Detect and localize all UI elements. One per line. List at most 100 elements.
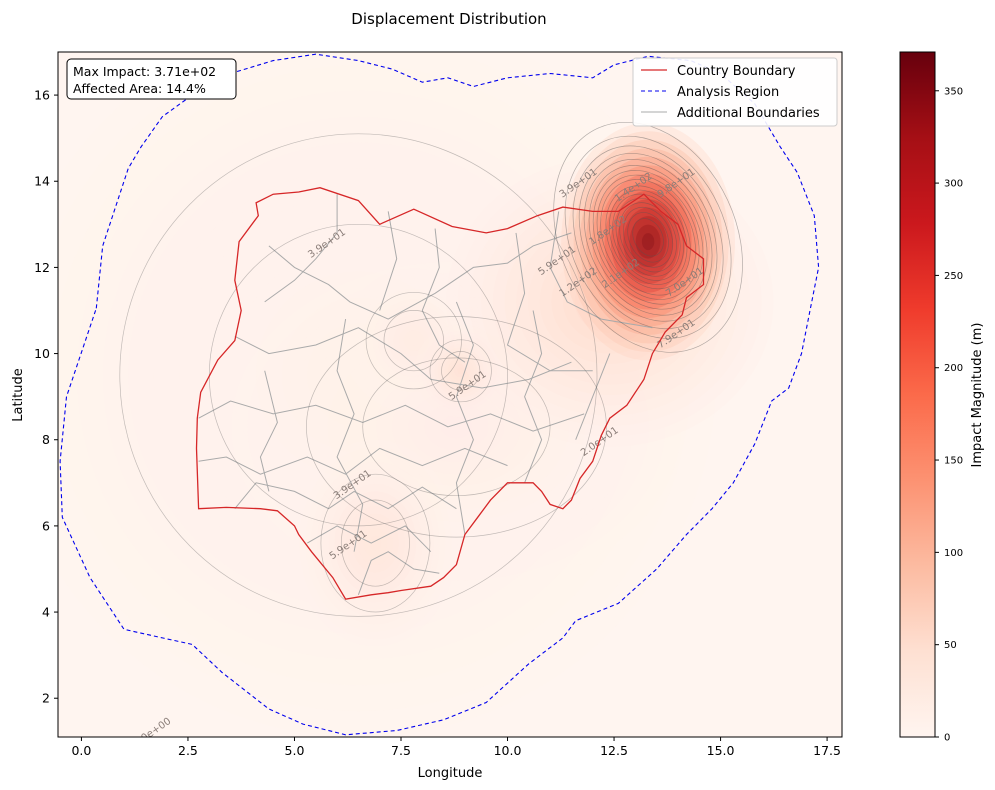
heat-ring — [563, 260, 657, 344]
colorbar-tick-label: 300 — [944, 179, 963, 190]
heat-ring — [637, 195, 668, 236]
heat-ring — [247, 273, 666, 581]
heat-ring — [322, 476, 428, 610]
x-tick-label: 10.0 — [494, 743, 522, 758]
additional-boundary-line — [198, 447, 508, 475]
plot-area: 3.9e+013.9e+01 1.4e+02 9.8e+015.9e+011.2e+… — [57, 51, 843, 738]
y-tick-label: 4 — [42, 605, 50, 620]
y-tick-label: 14 — [34, 174, 50, 189]
heat-ring — [586, 281, 634, 323]
x-tick-label: 2.5 — [178, 743, 198, 758]
x-axis-label: Longitude — [418, 766, 483, 781]
heat-ring — [635, 224, 661, 259]
heat-ring — [642, 202, 663, 229]
heat-ring — [639, 199, 666, 233]
heat-ring — [263, 285, 650, 569]
heat-ring — [352, 278, 476, 403]
heat-ring — [357, 283, 470, 398]
additional-boundary-line — [259, 370, 278, 492]
contour-line — [564, 135, 732, 339]
heat-ring — [408, 391, 505, 463]
additional-boundary-line — [506, 232, 593, 372]
additional-boundary-line — [307, 525, 432, 553]
heat-ring — [424, 334, 497, 408]
heat-ring — [617, 199, 680, 285]
heat-ring — [398, 325, 430, 357]
heat-ring — [392, 379, 521, 475]
contour-line — [623, 206, 674, 268]
heat-ring — [408, 335, 419, 346]
analysis-region-line — [59, 53, 820, 736]
contour-line — [306, 316, 607, 538]
heat-ring — [328, 483, 423, 603]
heat-ring — [616, 169, 689, 263]
additional-boundary-line — [524, 310, 543, 483]
heat-ring — [393, 319, 435, 362]
heat-ring — [334, 491, 417, 595]
annotation-max-impact: Max Impact: 3.71e+02 — [73, 64, 216, 79]
heat-ring — [231, 261, 682, 593]
heat-ring — [279, 296, 634, 557]
y-tick-label: 10 — [34, 346, 50, 361]
contour-line — [365, 291, 462, 390]
heat-ring — [621, 175, 684, 256]
contour-line — [612, 193, 684, 281]
colorbar-label: Impact Magnitude (m) — [970, 323, 985, 468]
heat-layer — [58, 52, 774, 737]
additional-boundary-line — [234, 327, 572, 389]
heat-ring — [346, 506, 405, 580]
additional-boundary-line — [549, 211, 653, 329]
heat-ring — [414, 324, 507, 418]
heat-ring — [363, 528, 388, 558]
heat-ring — [352, 513, 399, 573]
contour-lines — [119, 121, 743, 617]
heat-ring — [617, 249, 671, 303]
heat-ring — [440, 415, 473, 439]
x-tick-label: 12.5 — [600, 743, 628, 758]
heat-ring — [421, 330, 501, 411]
heat-ring — [586, 156, 711, 327]
x-tick-label: 15.0 — [707, 743, 735, 758]
heat-ring — [307, 323, 410, 427]
heat-ring — [441, 350, 481, 391]
y-tick-label: 8 — [42, 432, 50, 447]
heat-ring — [639, 271, 649, 281]
legend-label-region: Analysis Region — [677, 85, 779, 100]
additional-boundary-line — [268, 232, 572, 320]
heat-ring — [623, 207, 673, 276]
contour-line — [429, 339, 492, 403]
heat-ring — [630, 262, 658, 290]
heat-ring — [641, 273, 647, 279]
heat-ring — [561, 122, 735, 361]
heat-ring — [457, 367, 465, 375]
additional-boundary-line — [264, 194, 338, 303]
heat-ring — [492, 198, 727, 406]
heat-ring — [340, 498, 411, 588]
heat-ring — [644, 205, 661, 226]
additional-boundaries — [198, 194, 653, 595]
heat-ring — [579, 148, 717, 335]
heat-ring — [327, 332, 585, 522]
heat-ring — [539, 239, 680, 364]
heat-ring — [516, 219, 704, 385]
heat-ring — [102, 116, 615, 634]
contour-line — [383, 310, 444, 372]
heat-ring — [637, 269, 651, 283]
axes-background — [58, 52, 842, 737]
x-tick-label: 7.5 — [391, 743, 411, 758]
additional-boundary-line — [421, 228, 466, 363]
heat-ring — [626, 182, 679, 249]
colorbar-tick-label: 350 — [944, 86, 963, 97]
colorbar-tick-label: 200 — [944, 363, 963, 374]
contour-line — [600, 179, 696, 296]
contour-line — [632, 218, 664, 257]
contour-line — [608, 189, 688, 285]
contour-line — [572, 145, 724, 330]
y-axis-label: Latitude — [11, 368, 26, 422]
contour-line — [340, 499, 410, 587]
heat-ring — [624, 256, 664, 296]
heat-ring — [311, 461, 440, 625]
additional-boundary-line — [234, 482, 457, 510]
colorbar-tick-label: 100 — [944, 548, 963, 559]
